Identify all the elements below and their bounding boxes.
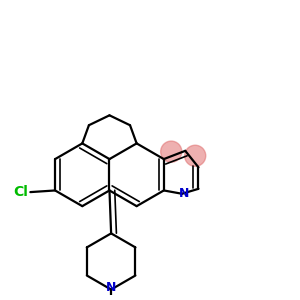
Text: N: N (178, 187, 189, 200)
Text: Cl: Cl (13, 185, 28, 199)
Circle shape (184, 145, 206, 166)
Text: N: N (106, 281, 116, 294)
Circle shape (161, 141, 182, 162)
